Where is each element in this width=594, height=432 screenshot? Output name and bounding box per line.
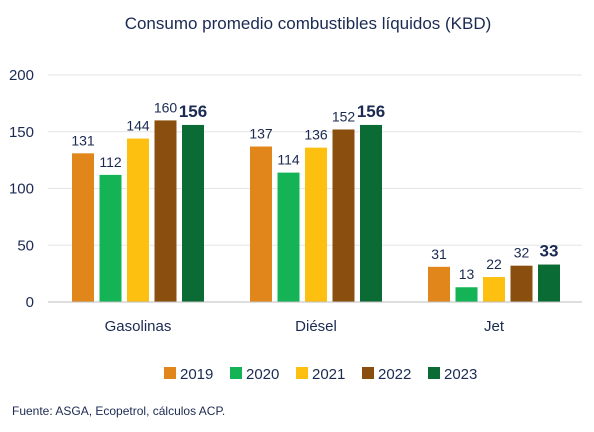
y-tick-label: 50	[17, 237, 34, 254]
data-label: 22	[486, 256, 502, 272]
bar-2023-jet	[538, 264, 560, 302]
bar-2023-diésel	[360, 124, 382, 302]
chart-title: Consumo promedio combustibles líquidos (…	[125, 14, 492, 33]
bar-2021-diésel	[305, 147, 327, 302]
bar-2021-gasolinas	[127, 138, 149, 302]
bar-2019-gasolinas	[72, 153, 94, 302]
legend-swatch-2023	[428, 367, 440, 379]
x-axis: Gasolinas Diésel Jet	[48, 301, 582, 335]
x-tick-label: Gasolinas	[105, 318, 172, 335]
legend-label: 2021	[312, 366, 345, 383]
bar-2020-gasolinas	[99, 174, 122, 302]
bar-2022-diésel	[332, 129, 355, 302]
y-tick-label: 100	[9, 181, 34, 198]
bar-2019-diésel	[250, 146, 272, 302]
data-label: 144	[126, 118, 150, 134]
bar-2023-gasolinas	[182, 124, 204, 302]
data-label: 114	[277, 152, 300, 168]
data-label: 13	[459, 266, 475, 282]
bar-2021-jet	[483, 277, 505, 302]
data-label: 136	[304, 127, 328, 143]
data-label: 152	[332, 108, 356, 124]
legend-label: 2023	[444, 366, 477, 383]
data-label: 32	[514, 245, 530, 261]
bar-2019-jet	[428, 266, 450, 302]
y-tick-label: 200	[9, 67, 34, 84]
bar-2020-diésel	[277, 172, 300, 302]
data-label: 112	[99, 154, 122, 170]
data-label: 31	[431, 246, 447, 262]
y-tick-label: 0	[26, 294, 34, 311]
bar-chart: Consumo promedio combustibles líquidos (…	[9, 14, 582, 383]
legend-label: 2019	[180, 366, 213, 383]
x-tick-label: Diésel	[295, 318, 337, 335]
legend-swatch-2022	[362, 367, 374, 379]
data-label: 156	[357, 102, 385, 121]
y-axis: 0 50 100 150 200	[9, 67, 34, 311]
legend-label: 2022	[378, 366, 411, 383]
data-label: 131	[71, 132, 95, 148]
legend-swatch-2021	[296, 367, 308, 379]
data-label: 160	[154, 99, 178, 115]
bar-2022-jet	[510, 265, 533, 302]
y-tick-label: 150	[9, 124, 34, 141]
legend-swatch-2020	[230, 367, 242, 379]
legend: 2019 2020 2021 2022 2023	[164, 366, 477, 383]
data-label: 156	[179, 102, 207, 121]
legend-swatch-2019	[164, 367, 176, 379]
data-label: 33	[540, 242, 559, 261]
legend-label: 2020	[246, 366, 279, 383]
x-tick-label: Jet	[484, 318, 505, 335]
bar-2020-jet	[455, 287, 478, 302]
data-label: 137	[249, 126, 273, 142]
bar-2022-gasolinas	[154, 120, 177, 303]
source-note: Fuente: ASGA, Ecopetrol, cálculos ACP.	[12, 404, 226, 418]
